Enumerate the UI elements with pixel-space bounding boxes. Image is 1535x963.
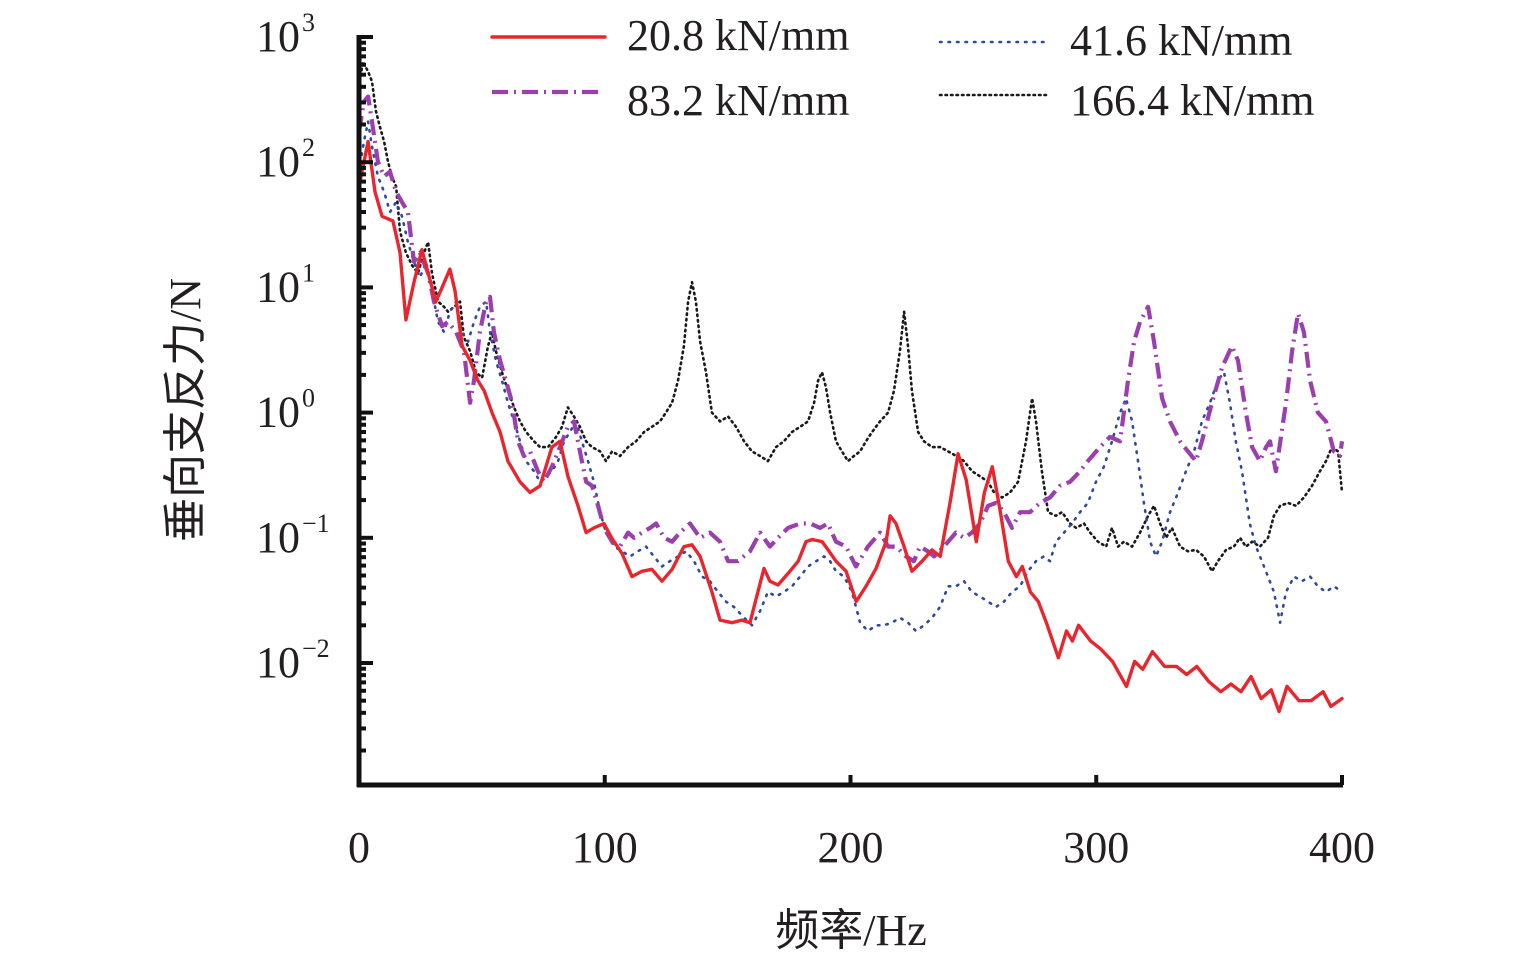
legend-label-1: 41.6 kN/mm bbox=[1070, 16, 1292, 65]
y-tick-exponent: 1 bbox=[302, 258, 315, 287]
legend-label-3: 166.4 kN/mm bbox=[1070, 76, 1314, 125]
legend-item-1: 41.6 kN/mm bbox=[938, 16, 1292, 65]
x-tick-label: 300 bbox=[1063, 823, 1129, 872]
x-axis-title: 频率/Hz bbox=[775, 906, 927, 955]
y-tick-label: 10 bbox=[256, 638, 300, 687]
x-tick-label: 200 bbox=[818, 823, 884, 872]
series-line-83-2-kn-mm bbox=[356, 94, 1345, 569]
legend-item-0: 20.8 kN/mm bbox=[490, 11, 849, 60]
y-tick-label: 10 bbox=[256, 388, 300, 437]
series-layer bbox=[356, 60, 1345, 714]
series-line-166-4-kn-mm bbox=[357, 60, 1344, 573]
y-tick-label: 10 bbox=[256, 137, 300, 186]
y-tick-label: 10 bbox=[256, 12, 300, 61]
legend-item-3: 166.4 kN/mm bbox=[938, 76, 1314, 125]
y-tick-exponent: 2 bbox=[302, 133, 315, 162]
x-tick-label: 0 bbox=[348, 823, 370, 872]
y-tick-label: 10 bbox=[256, 513, 300, 562]
y-axis-title: 垂向支反力/N bbox=[161, 278, 210, 542]
y-tick-label: 10 bbox=[256, 262, 300, 311]
series-line-20-8-kn-mm bbox=[357, 139, 1344, 714]
legend-item-2: 83.2 kN/mm bbox=[492, 76, 849, 125]
series-line-41-6-kn-mm bbox=[357, 120, 1344, 633]
y-tick-exponent: −2 bbox=[302, 634, 330, 663]
y-tick-exponent: 3 bbox=[302, 8, 315, 37]
axes bbox=[356, 35, 1344, 788]
legend-label-0: 20.8 kN/mm bbox=[627, 11, 849, 60]
x-tick-label: 100 bbox=[572, 823, 638, 872]
legend: 20.8 kN/mm 41.6 kN/mm 83.2 kN/mm 166.4 k… bbox=[490, 11, 1314, 125]
y-tick-exponent: −1 bbox=[302, 509, 330, 538]
x-tick-label: 400 bbox=[1309, 823, 1375, 872]
y-tick-exponent: 0 bbox=[302, 384, 315, 413]
legend-label-2: 83.2 kN/mm bbox=[627, 76, 849, 125]
